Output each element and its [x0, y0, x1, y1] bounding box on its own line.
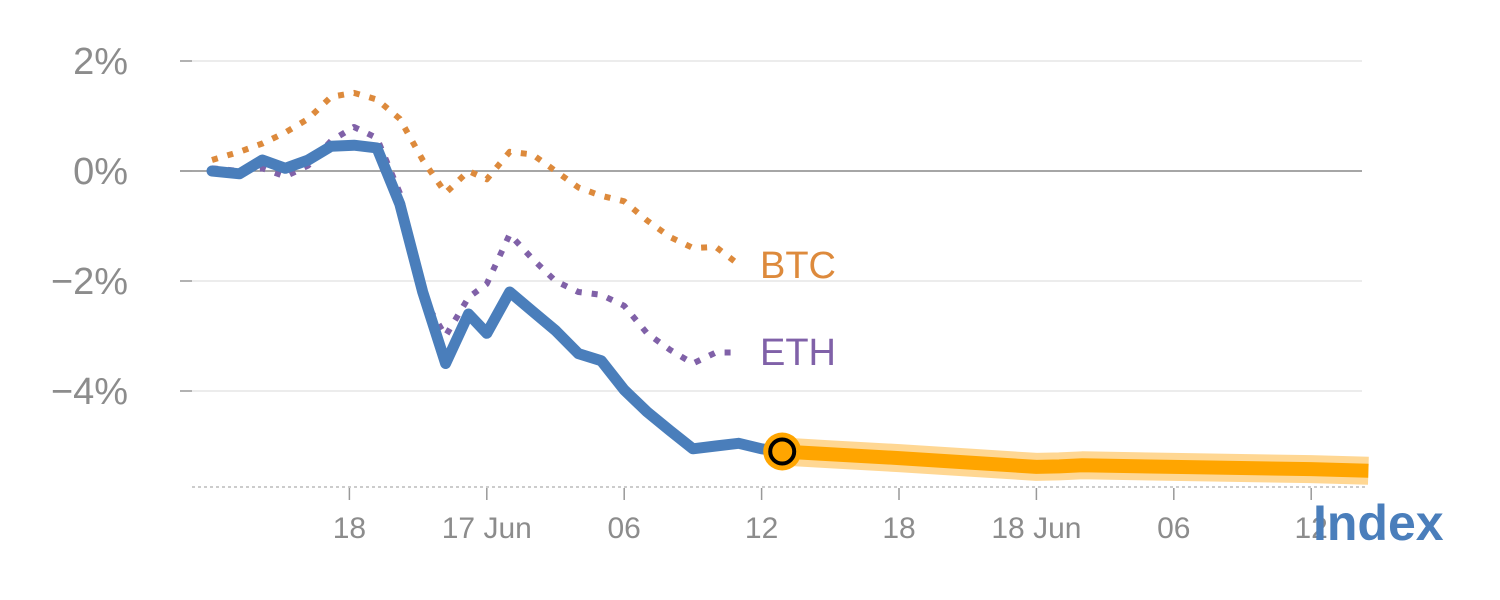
eth-series-label: ETH — [760, 332, 836, 374]
x-tick-label: 06 — [608, 512, 641, 545]
forecast-line — [781, 444, 1369, 478]
x-tick-label: 18 Jun — [991, 512, 1081, 545]
label-layer: BTC ETH Index — [760, 245, 1444, 551]
current-point-marker — [768, 437, 797, 466]
y-tick-label: 0% — [73, 151, 128, 193]
axis-layer: 2% 0% −2% −4% 18 17 Jun 06 12 18 18 Jun 06 12 — [51, 41, 1365, 545]
btc-line — [211, 89, 741, 267]
x-tick-label: 12 — [1295, 512, 1328, 545]
grid-layer — [180, 60, 1362, 392]
x-tick-label: 18 — [333, 512, 366, 545]
y-tick-label: −2% — [51, 261, 128, 303]
x-tick-label: 17 Jun — [442, 512, 532, 545]
series-layer — [206, 89, 1369, 485]
y-tick-label: −4% — [51, 371, 128, 413]
index-line — [206, 139, 788, 457]
index-series-label: Index — [1313, 495, 1444, 551]
eth-line — [211, 124, 739, 367]
x-tick-label: 12 — [745, 512, 778, 545]
x-tick-label: 06 — [1157, 512, 1190, 545]
x-tick-label: 18 — [882, 512, 915, 545]
btc-series-label: BTC — [760, 245, 836, 287]
y-tick-label: 2% — [73, 41, 128, 83]
